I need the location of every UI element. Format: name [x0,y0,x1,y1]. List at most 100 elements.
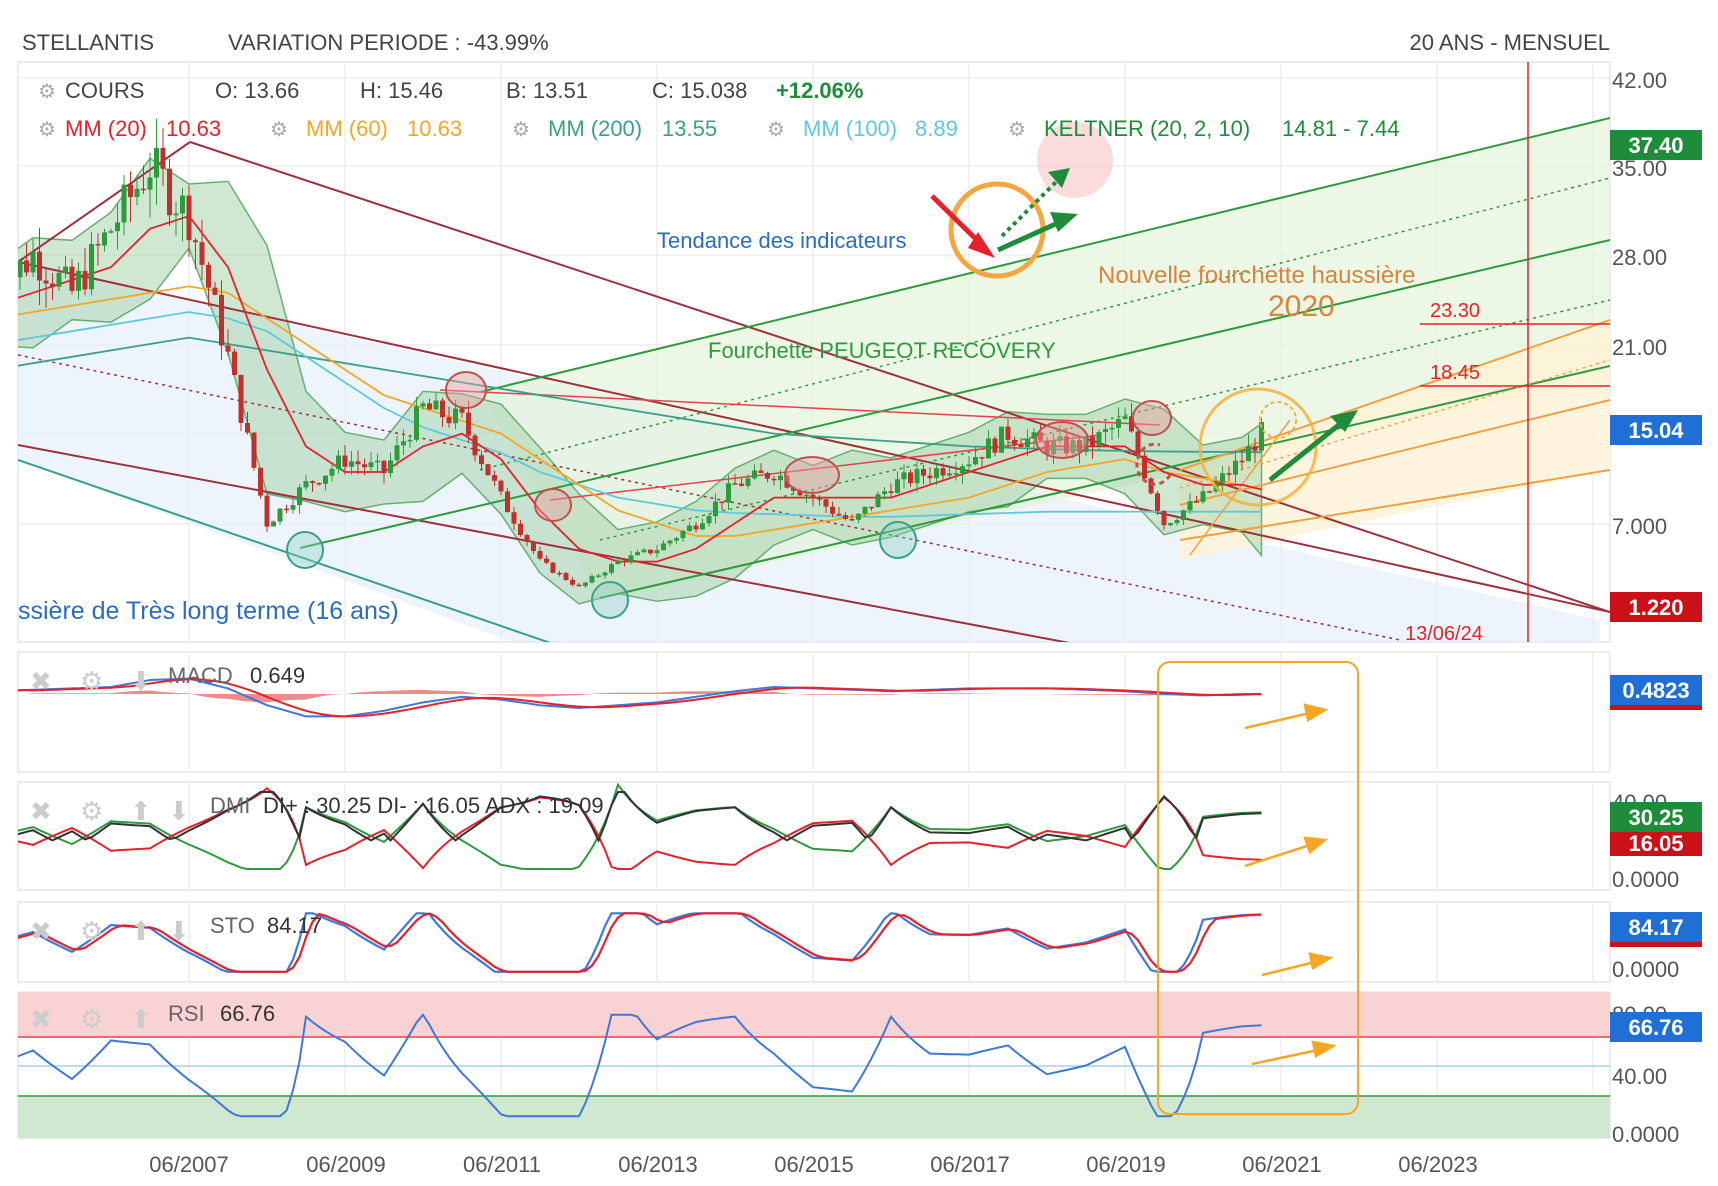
dotted-trend-arrow-head [1048,168,1070,188]
sto-badge-text: 84.17 [1628,915,1683,940]
candle-body [433,400,439,410]
arrow-up-icon[interactable]: ⬆ [130,916,152,946]
arrow-up-icon[interactable]: ⬆ [130,796,152,826]
candle-body [479,455,484,465]
candle-body [654,550,660,554]
low-badge [1610,592,1702,622]
macd-badge-underline [1610,705,1702,710]
dmi-tick: 0.0000 [1612,867,1679,892]
candle-body [856,513,861,520]
candle-body [375,460,380,463]
candles [18,118,1264,588]
gear-icon[interactable]: ⚙ [80,666,103,696]
candle-body [1064,436,1069,454]
candle-body [154,147,159,178]
candle-body [63,266,68,273]
candle-body [583,582,588,586]
candle-body [882,491,887,495]
green-channel-top [479,117,1610,393]
last-price-badge [1610,415,1702,445]
candle-body [1155,493,1160,511]
close-icon[interactable]: ✖ [30,916,52,946]
gear-icon[interactable]: ⚙ [80,796,103,826]
level-high-label: 23.30 [1430,300,1480,322]
candle-body [1018,444,1024,448]
mm200-value: 13.55 [662,116,717,141]
pivot-circle [534,488,572,522]
gear-icon[interactable]: ⚙ [270,119,288,141]
candle-body [927,475,933,479]
gear-icon[interactable]: ⚙ [80,1004,103,1034]
di-minus-line [18,787,1262,870]
candle-body [667,540,673,544]
candle-body [557,572,562,575]
candle-body [1031,432,1037,439]
close-icon[interactable]: ✖ [30,666,52,696]
candle-body [173,213,179,216]
candle-body [446,417,452,424]
candle-body [82,270,88,290]
close-icon[interactable]: ✖ [30,796,52,826]
arrow-down-icon[interactable]: ⬇ [168,796,190,826]
gear-icon[interactable]: ⚙ [767,119,785,141]
candle-body [823,499,829,507]
candle-body [1207,491,1212,493]
macd-signal-line [18,678,1262,718]
year-label: 2020 [1268,290,1335,323]
candle-body [251,432,257,468]
pivot-circle [784,456,840,494]
candle-body [1200,491,1206,502]
gear-icon[interactable]: ⚙ [38,81,56,103]
arrow-down-icon[interactable]: ⬇ [168,916,190,946]
candle-body [381,460,387,474]
candle-body [628,555,634,563]
candle-body [531,541,536,552]
mm60-label: MM (60) [306,116,388,141]
tres-long-terme-label: ssière de Très long terme (16 ans) [18,597,399,625]
sto-panel [17,901,1611,983]
candle-body [1044,440,1050,455]
candle-body [115,222,120,232]
candle-body [290,505,296,510]
candle-body [1005,426,1011,440]
mm20-value: 10.63 [166,116,221,141]
candle-body [147,177,153,190]
candle-body [849,518,855,521]
arrow-up-icon[interactable]: ⬆ [130,1004,152,1034]
level-low-label: 18.45 [1430,362,1480,384]
gear-icon[interactable]: ⚙ [512,119,530,141]
price-tick: 28.00 [1612,245,1667,270]
candle-body [726,483,731,503]
candle-body [355,461,361,465]
gear-icon[interactable]: ⚙ [1008,119,1026,141]
candle-body [797,490,803,496]
pivot-circle [1135,442,1172,486]
candle-body [121,184,127,223]
candle-body [505,491,510,513]
candle-body [1012,439,1017,445]
candle-body [765,473,770,479]
price-plot: Tendance des indicateurs Nouvelle fourch… [18,62,1610,642]
nouvelle-fourchette-label: Nouvelle fourchette haussière [1098,262,1416,289]
candle-body [284,508,289,511]
close-icon[interactable]: ✖ [30,1004,52,1034]
candle-body [934,468,939,479]
candle-body [264,495,270,527]
candle-body [1025,438,1030,448]
candle-body [349,461,354,467]
candle-body [76,270,81,291]
candle-body [1187,501,1193,511]
candle-body [544,558,549,563]
candle-body [550,562,556,573]
candle-body [362,464,367,468]
candle-body [674,538,679,541]
dmi-values: DI+ : 30.25 DI- : 16.05 ADX : 19.09 [263,793,604,818]
last-price-badge-text: 15.04 [1628,418,1684,443]
candle-body [804,494,809,497]
gear-icon[interactable]: ⚙ [80,916,103,946]
tendance-label: Tendance des indicateurs [657,228,907,253]
candle-body [24,260,29,273]
gear-icon[interactable]: ⚙ [38,119,56,141]
arrow-down-icon[interactable]: ⬇ [130,666,152,696]
rsi-overbought-zone [18,992,1610,1037]
